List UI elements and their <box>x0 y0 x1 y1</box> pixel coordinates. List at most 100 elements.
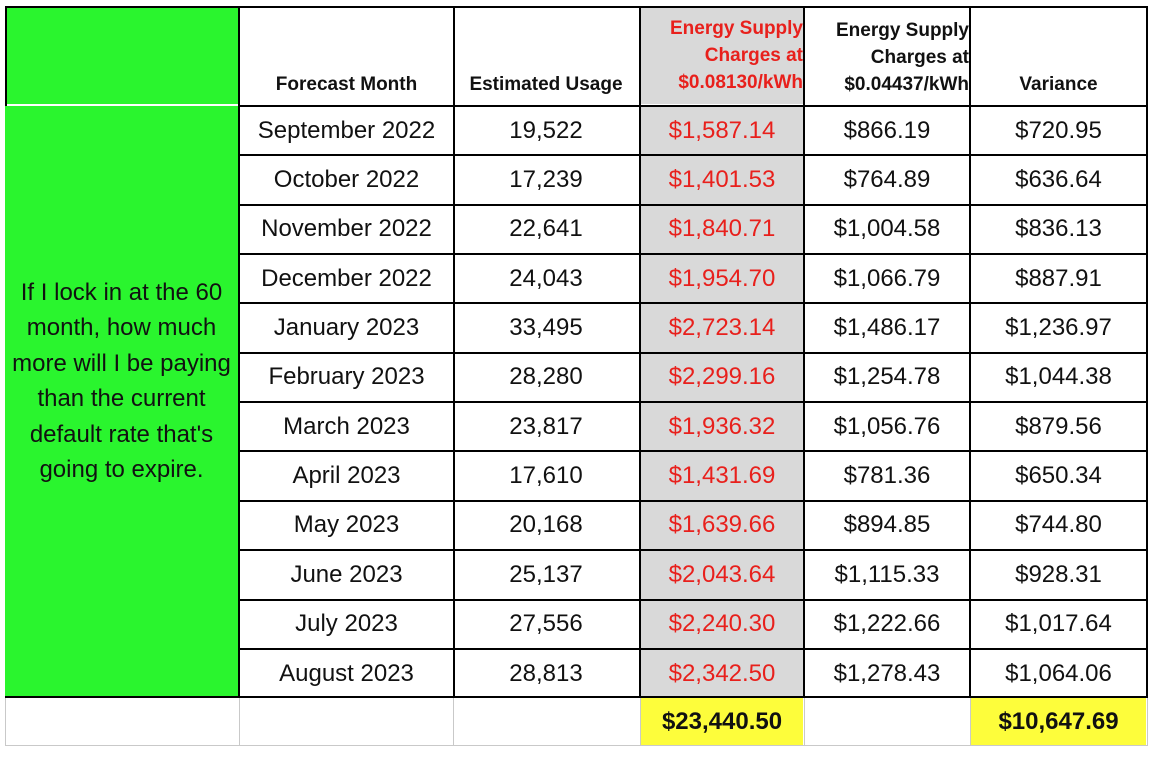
cell-rate-a-charge: $1,431.69 <box>668 462 776 490</box>
header-rate-b-line-2: Charges at <box>870 47 969 68</box>
cell-variance: $650.34 <box>1015 462 1102 490</box>
cell-rate-a-charge: $1,587.14 <box>668 116 776 144</box>
cell-month: September 2022 <box>257 116 436 144</box>
header-variance: Variance <box>1019 74 1098 95</box>
cell-month: May 2023 <box>293 511 400 539</box>
total-empty-cell <box>453 698 639 746</box>
header-rate-a-line-3: $0.08130/kWh <box>678 72 803 93</box>
row-divider <box>238 450 1148 452</box>
cell-variance: $744.80 <box>1015 511 1102 539</box>
cell-usage: 33,495 <box>509 314 583 342</box>
cell-month: August 2023 <box>279 659 414 687</box>
total-row-gridline <box>239 698 240 746</box>
header-estimated-usage: Estimated Usage <box>469 74 623 95</box>
row-divider <box>238 154 1148 156</box>
cell-usage: 28,280 <box>509 363 583 391</box>
cell-rate-a-charge: $2,723.14 <box>668 314 776 342</box>
cell-variance: $1,236.97 <box>1005 314 1112 342</box>
total-empty-cell <box>240 698 453 746</box>
cell-usage: 20,168 <box>509 511 583 539</box>
border-top <box>5 6 1148 8</box>
cell-usage: 23,817 <box>509 412 583 440</box>
row-divider <box>238 302 1148 304</box>
total-row-gridline <box>640 698 641 746</box>
total-row-gridline <box>453 698 454 746</box>
total-row-gridline <box>1147 698 1148 746</box>
cell-month: February 2023 <box>268 363 425 391</box>
cell-variance: $928.31 <box>1015 560 1102 588</box>
cell-variance: $836.13 <box>1015 215 1102 243</box>
row-divider <box>238 401 1148 403</box>
cell-variance: $879.56 <box>1015 412 1102 440</box>
cell-variance: $720.95 <box>1015 116 1102 144</box>
total-row-gridline <box>804 698 805 746</box>
cell-month: June 2023 <box>290 560 403 588</box>
row-divider <box>238 352 1148 354</box>
cell-month: December 2022 <box>261 264 432 292</box>
total-empty-cell <box>805 698 969 746</box>
row-divider <box>238 204 1148 206</box>
cell-month: October 2022 <box>273 166 420 194</box>
total-variance: $10,647.69 <box>971 698 1146 746</box>
cell-rate-b-charge: $894.85 <box>843 511 931 539</box>
cell-month: April 2023 <box>292 462 401 490</box>
border-left <box>5 6 7 106</box>
header-charges-rate-b: Energy Supply Charges at $0.04437/kWh <box>805 6 969 106</box>
row-divider <box>238 599 1148 601</box>
cell-rate-b-charge: $866.19 <box>843 116 931 144</box>
cell-rate-a-charge: $1,401.53 <box>668 166 776 194</box>
cell-rate-a-charge: $2,342.50 <box>668 659 776 687</box>
cell-variance: $1,044.38 <box>1005 363 1112 391</box>
header-charges-rate-a: Energy Supply Charges at $0.08130/kWh <box>641 8 803 104</box>
cell-rate-b-charge: $1,278.43 <box>833 659 941 687</box>
cell-rate-a-charge: $1,936.32 <box>668 412 776 440</box>
cell-variance: $1,017.64 <box>1005 610 1112 638</box>
cell-variance: $887.91 <box>1015 264 1102 292</box>
cell-usage: 27,556 <box>509 610 583 638</box>
cell-month: November 2022 <box>261 215 432 243</box>
row-divider <box>238 253 1148 255</box>
cell-rate-b-charge: $781.36 <box>843 462 931 490</box>
cell-usage: 17,239 <box>509 166 583 194</box>
row-divider <box>238 648 1148 650</box>
cell-month: January 2023 <box>273 314 420 342</box>
cell-rate-a-charge: $1,639.66 <box>668 511 776 539</box>
cell-variance: $1,064.06 <box>1005 659 1112 687</box>
header-rate-a-line-2: Charges at <box>704 45 803 66</box>
cell-rate-b-charge: $1,254.78 <box>833 363 941 391</box>
border-bottom <box>5 696 1148 698</box>
cell-usage: 24,043 <box>509 264 583 292</box>
row-divider <box>238 105 1148 107</box>
cell-rate-b-charge: $1,486.17 <box>833 314 941 342</box>
total-row-gridline <box>5 698 6 746</box>
total-rate-a: $23,440.50 <box>641 698 803 746</box>
cell-rate-b-charge: $1,056.76 <box>833 412 941 440</box>
header-rate-a-line-1: Energy Supply <box>669 18 803 39</box>
cell-variance: $636.64 <box>1015 166 1102 194</box>
cell-rate-b-charge: $1,004.58 <box>833 215 941 243</box>
header-forecast-month: Forecast Month <box>275 74 418 95</box>
total-empty-cell <box>5 698 238 746</box>
cell-month: July 2023 <box>295 610 398 638</box>
cell-rate-a-charge: $1,840.71 <box>668 215 776 243</box>
row-divider <box>238 549 1148 551</box>
cell-month: March 2023 <box>283 412 410 440</box>
header-rate-b-line-3: $0.04437/kWh <box>844 74 969 95</box>
cell-rate-a-charge: $2,240.30 <box>668 610 776 638</box>
header-rate-b-line-1: Energy Supply <box>835 20 969 41</box>
cell-rate-a-charge: $1,954.70 <box>668 264 776 292</box>
cell-rate-a-charge: $2,299.16 <box>668 363 776 391</box>
cell-usage: 28,813 <box>509 659 583 687</box>
total-row-gridline <box>5 745 1148 746</box>
cell-rate-b-charge: $764.89 <box>843 166 931 194</box>
cell-usage: 17,610 <box>509 462 583 490</box>
energy-cost-table: Forecast Month Estimated Usage Energy Su… <box>5 6 1148 746</box>
total-row-gridline <box>970 698 971 746</box>
cell-rate-b-charge: $1,066.79 <box>833 264 941 292</box>
question-note-cell: If I lock in at the 60 month, how much m… <box>5 106 238 696</box>
cell-rate-b-charge: $1,115.33 <box>834 560 940 588</box>
cell-usage: 22,641 <box>509 215 583 243</box>
cell-usage: 25,137 <box>509 560 583 588</box>
cell-rate-b-charge: $1,222.66 <box>833 610 941 638</box>
cell-usage: 19,522 <box>509 116 583 144</box>
